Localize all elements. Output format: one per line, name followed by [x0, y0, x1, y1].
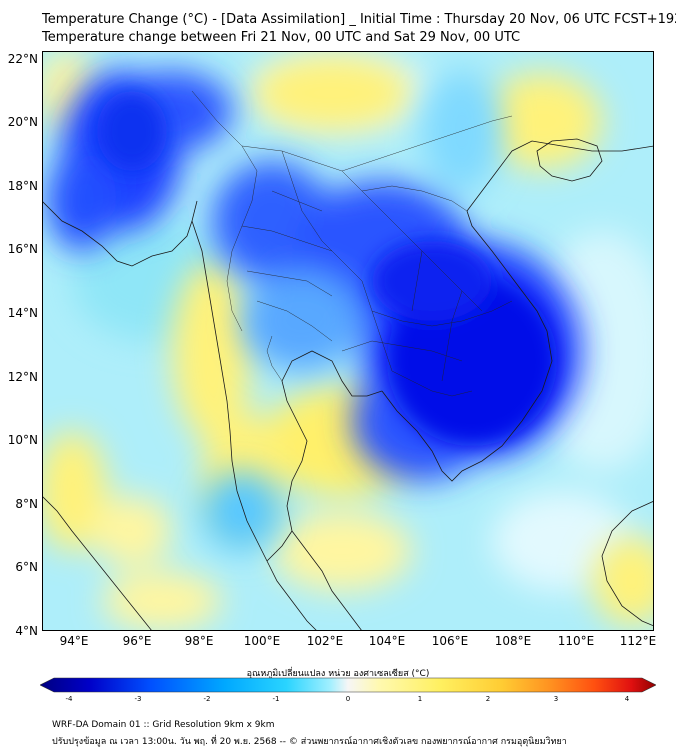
- lon-label-94e: 94°E: [59, 634, 89, 648]
- map-frame: [42, 51, 654, 631]
- colorbar-tick: -4: [65, 695, 73, 703]
- colorbar-tick: -2: [203, 695, 211, 703]
- colorbar-tick: 3: [553, 695, 559, 703]
- lat-label-10n: 10°N: [7, 433, 38, 447]
- lon-label-112e: 112°E: [619, 634, 657, 648]
- colorbar-label: อุณหภูมิเปลี่ยนแปลง หน่วย องศาเซลเซียส (…: [246, 669, 430, 679]
- footer-credit: ปรับปรุงข้อมูล ณ เวลา 13:00น. วัน พฤ. ที…: [52, 737, 567, 747]
- lat-label-14n: 14°N: [7, 306, 38, 320]
- lat-label-12n: 12°N: [7, 370, 38, 384]
- map-svg: [42, 51, 654, 631]
- colorbar-svg: [39, 677, 657, 693]
- lon-label-110e: 110°E: [557, 634, 595, 648]
- footer-model-info: WRF-DA Domain 01 :: Grid Resolution 9km …: [52, 720, 275, 730]
- colorbar-bar: [39, 677, 657, 693]
- coastlines: [42, 138, 654, 631]
- lon-label-96e: 96°E: [122, 634, 152, 648]
- colorbar-tick: 0: [345, 695, 351, 703]
- borders: [191, 90, 513, 397]
- lon-label-100e: 100°E: [243, 634, 281, 648]
- colorbar-tick: 1: [417, 695, 423, 703]
- colorbar-tick: 4: [624, 695, 630, 703]
- field-core: [97, 91, 557, 446]
- lon-label-104e: 104°E: [368, 634, 406, 648]
- colorbar-tick: -1: [272, 695, 280, 703]
- lon-label-106e: 106°E: [431, 634, 469, 648]
- lat-label-20n: 20°N: [7, 115, 38, 129]
- lon-label-108e: 108°E: [494, 634, 532, 648]
- field-warm: [42, 51, 654, 631]
- map-title: Temperature Change (°C) - [Data Assimila…: [42, 12, 676, 27]
- lon-label-98e: 98°E: [184, 634, 214, 648]
- lat-label-22n: 22°N: [7, 52, 38, 66]
- colorbar-tick: -3: [134, 695, 142, 703]
- lat-label-8n: 8°N: [15, 497, 38, 511]
- colorbar-tick: 2: [485, 695, 491, 703]
- temperature-change-map: [42, 51, 654, 631]
- colorbar: [39, 677, 657, 693]
- lat-label-18n: 18°N: [7, 179, 38, 193]
- lat-label-4n: 4°N: [15, 624, 38, 638]
- lat-label-16n: 16°N: [7, 242, 38, 256]
- map-subtitle: Temperature change between Fri 21 Nov, 0…: [42, 30, 521, 45]
- lat-label-6n: 6°N: [15, 560, 38, 574]
- lon-label-102e: 102°E: [306, 634, 344, 648]
